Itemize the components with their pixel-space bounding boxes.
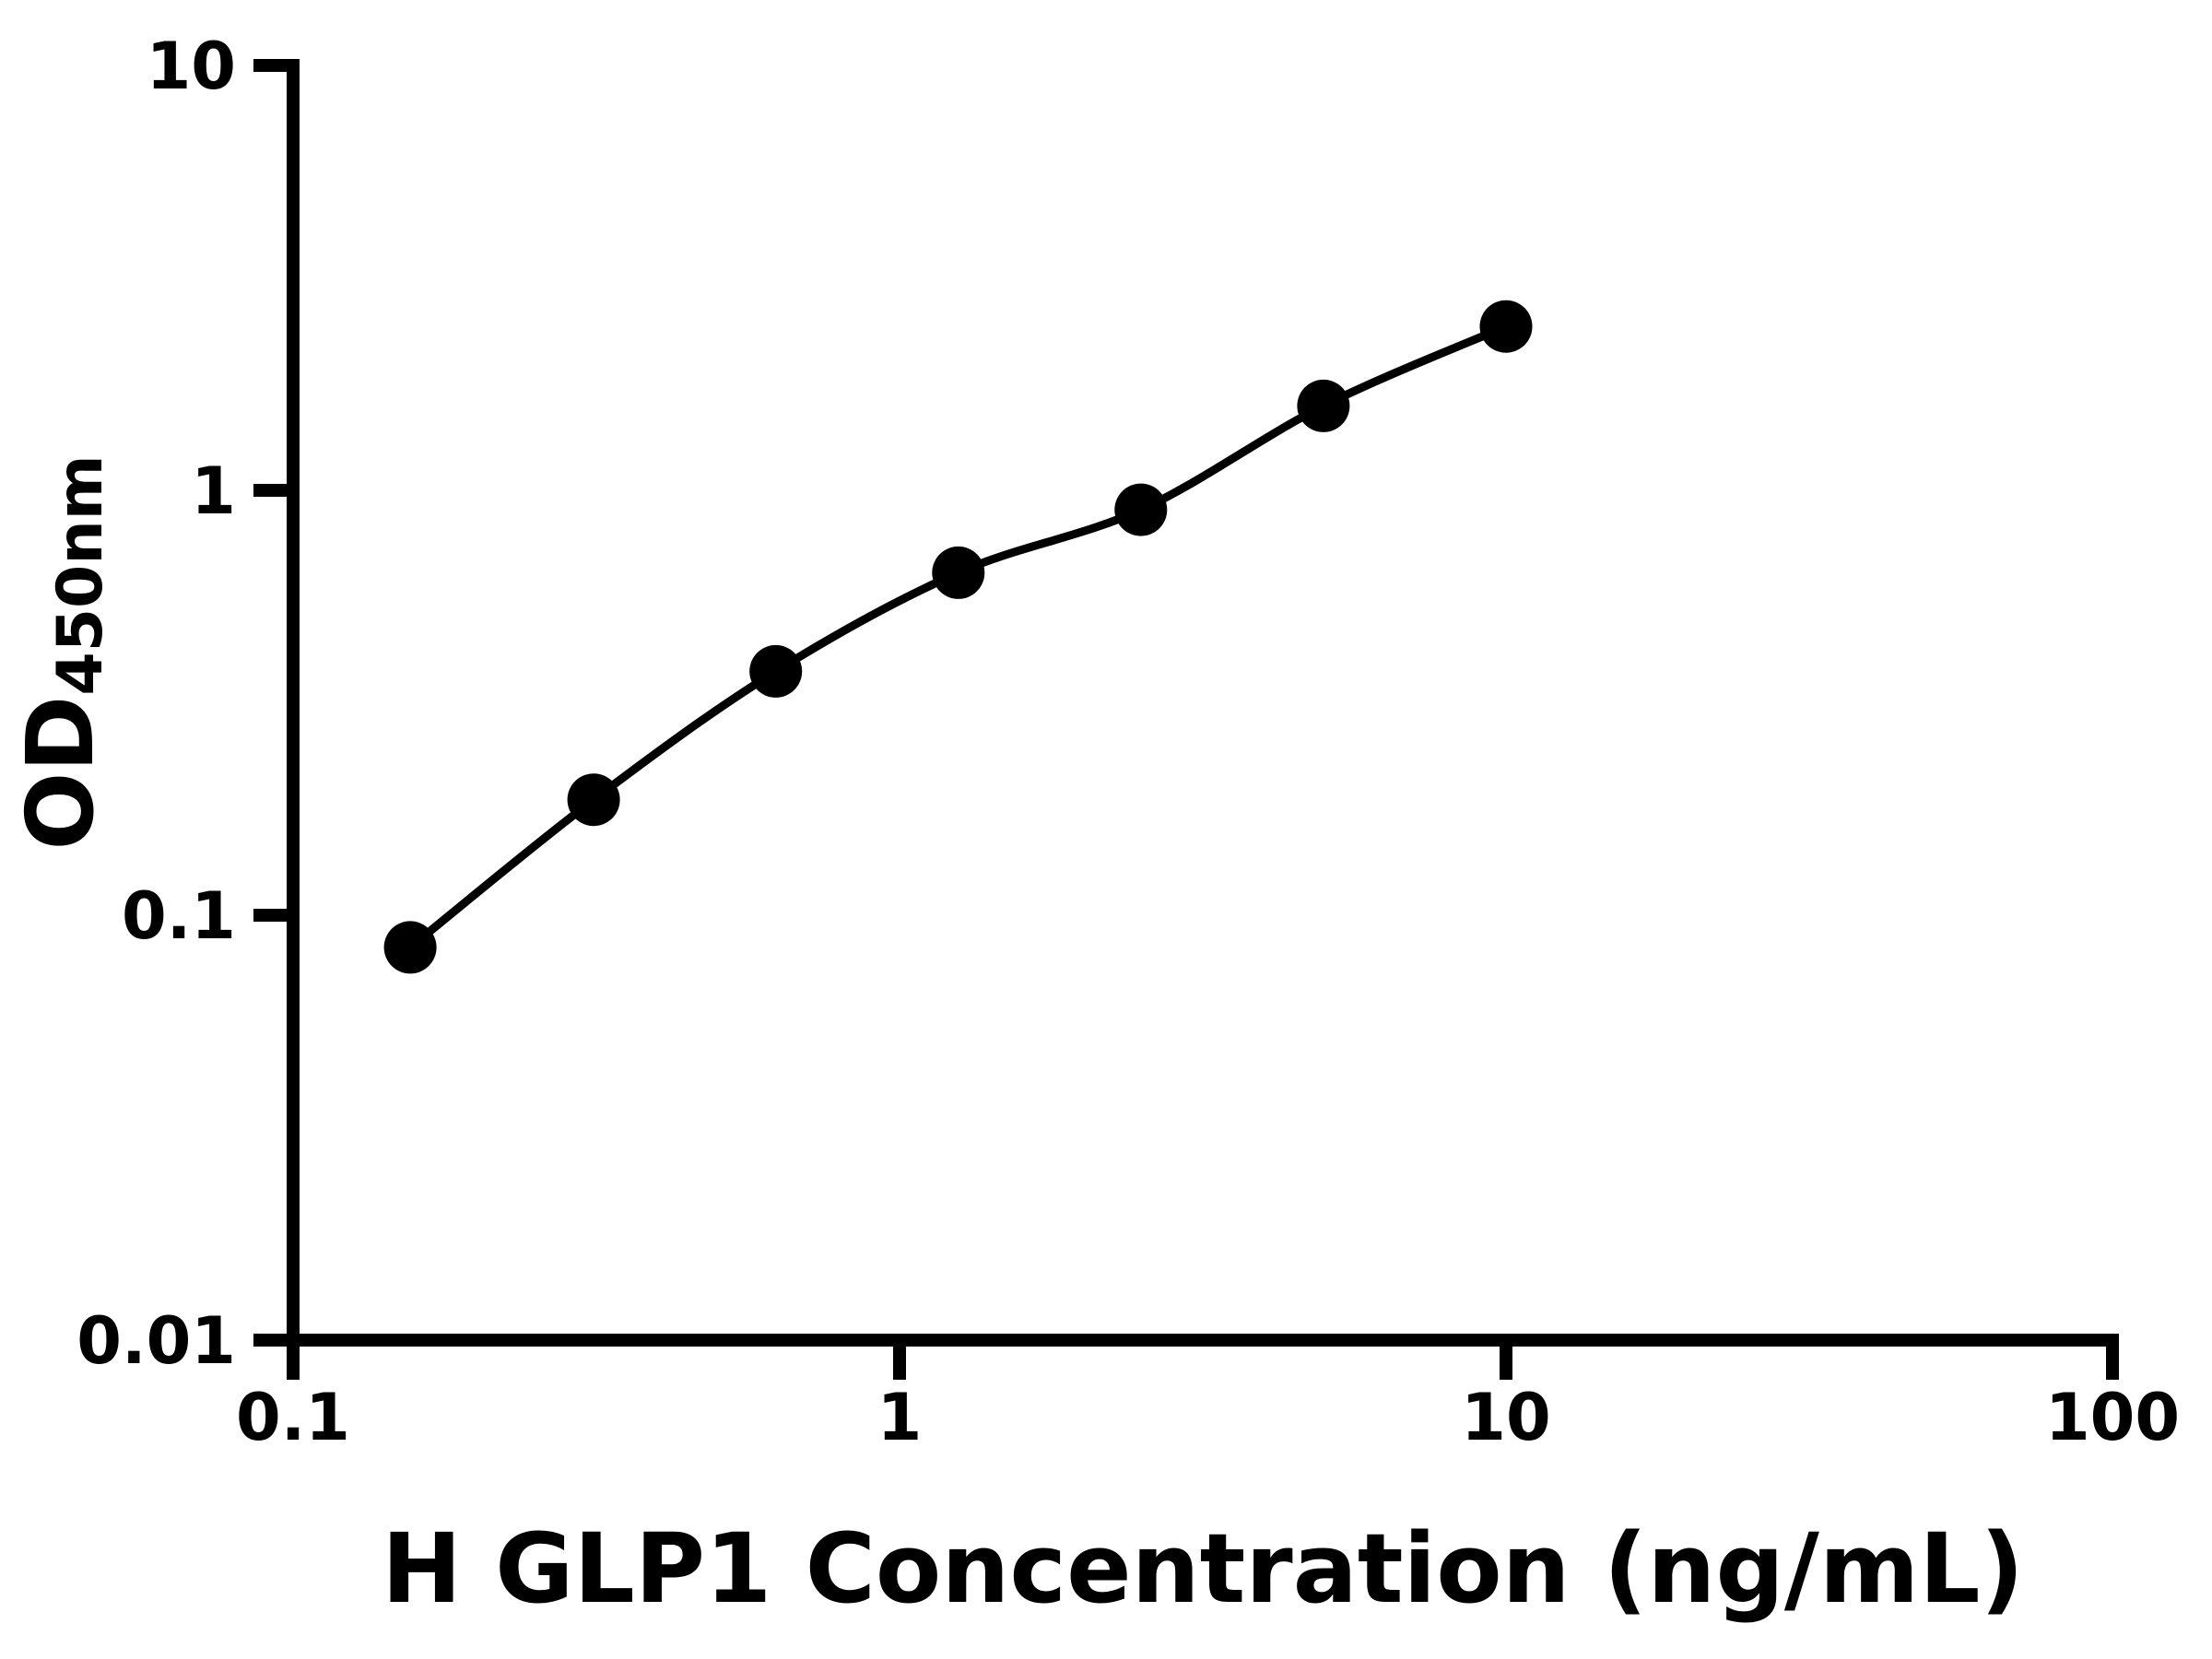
data-point-marker (1297, 379, 1350, 432)
y-tick-label: 0.01 (76, 1303, 236, 1379)
x-tick-label: 100 (2045, 1380, 2180, 1455)
y-axis-title-main: OD (6, 696, 114, 851)
y-tick-label: 10 (147, 29, 236, 104)
y-tick-label: 1 (191, 453, 236, 529)
x-tick-label: 1 (877, 1380, 923, 1455)
data-point-marker (749, 644, 803, 698)
data-point-marker (383, 921, 437, 974)
x-axis-ticks: 0.1 1 10 100 (236, 1340, 2180, 1455)
data-point-marker (1479, 300, 1533, 353)
series-layer (383, 300, 1533, 974)
data-point-marker (932, 546, 985, 599)
data-point-marker (567, 773, 620, 827)
y-axis-ticks: 10 1 0.1 0.01 (76, 29, 293, 1379)
x-tick-label: 10 (1461, 1380, 1550, 1455)
y-axis-title: OD450nm (6, 454, 117, 850)
y-tick-label: 0.1 (122, 878, 236, 954)
x-tick-label: 0.1 (236, 1380, 350, 1455)
data-point-marker (1114, 483, 1168, 536)
x-axis-title: H GLP1 Concentration (ng/mL) (382, 1512, 2024, 1625)
y-axis-title-subscript: 450nm (44, 454, 117, 695)
